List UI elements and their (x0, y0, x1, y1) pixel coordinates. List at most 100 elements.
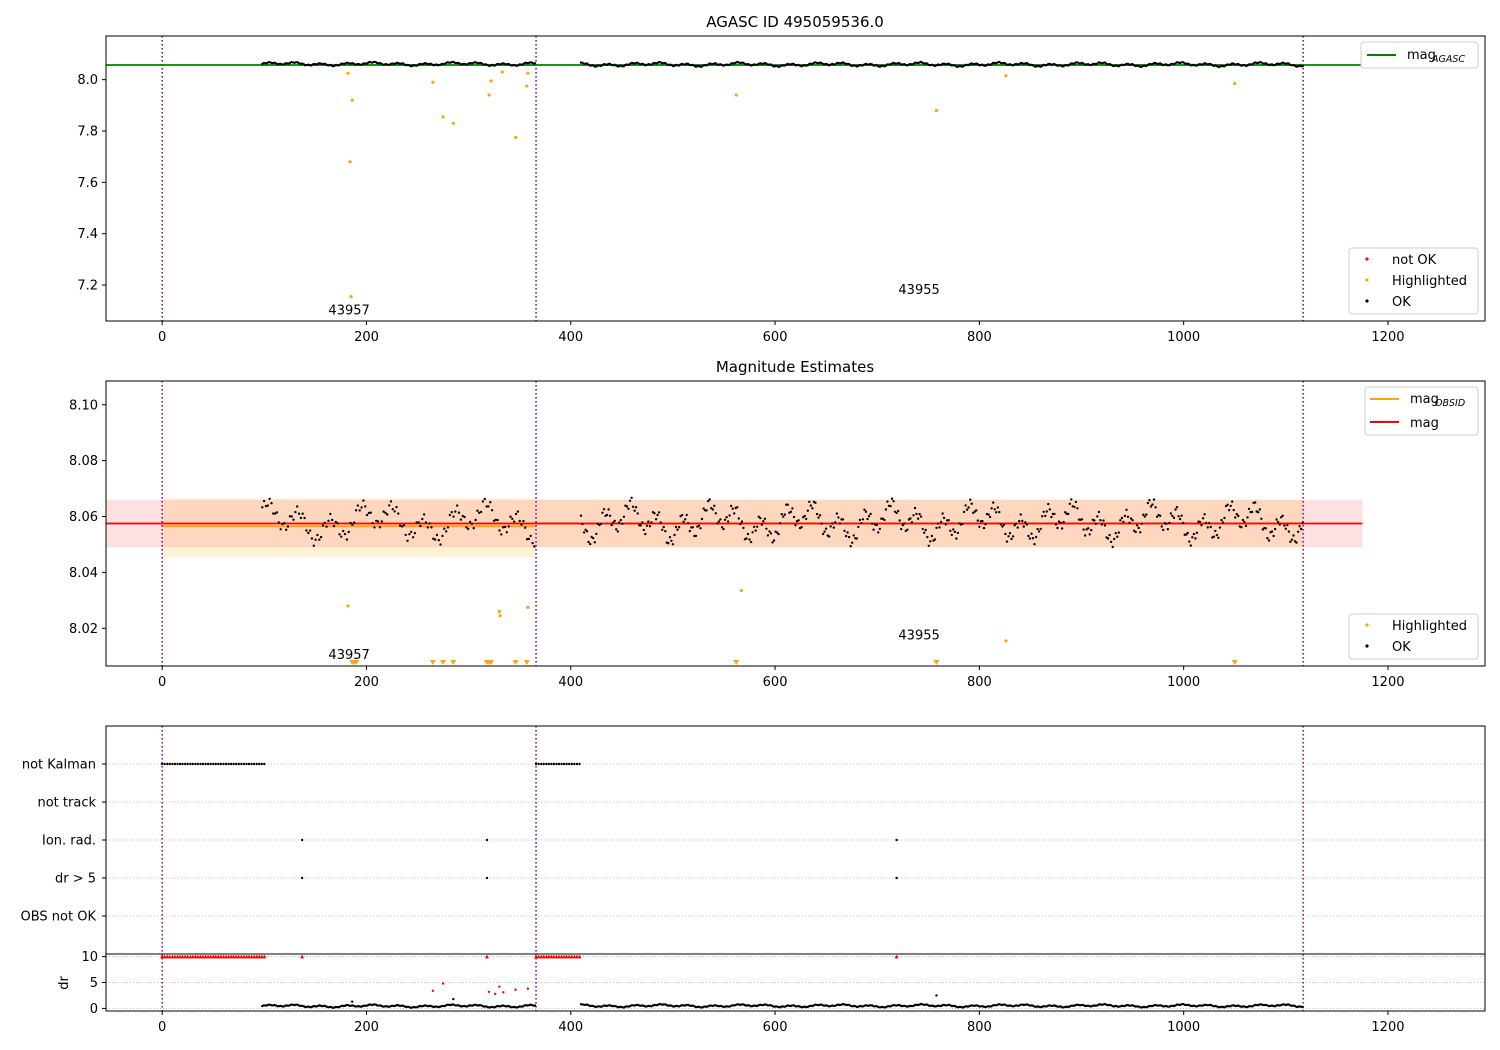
ok-point (780, 513, 783, 516)
highlighted-point (500, 70, 504, 74)
flag-point (260, 762, 263, 766)
ok-point (432, 537, 435, 540)
dr-axis-label: dr (57, 976, 72, 990)
ok-point (1068, 502, 1072, 505)
ok-point (1250, 510, 1254, 514)
ok-point (944, 523, 947, 526)
ok-point (1082, 528, 1085, 531)
ok-point (589, 542, 592, 546)
y-tick-label: 8.04 (69, 566, 98, 581)
ok-point (1146, 501, 1150, 505)
ok-point (648, 525, 652, 528)
ok-point (310, 537, 314, 540)
ok-point (388, 504, 391, 507)
ok-point (1047, 502, 1050, 506)
ok-point (1185, 533, 1188, 536)
ok-point (349, 521, 352, 525)
highlighted-point (1004, 74, 1008, 78)
ok-point (408, 533, 411, 536)
ok-point (1059, 521, 1062, 524)
ok-point (277, 521, 280, 524)
ok-point (347, 530, 350, 534)
ok-point (884, 508, 888, 511)
below-limit-marker (450, 660, 457, 665)
ok-point (901, 523, 904, 527)
ok-point (487, 505, 490, 508)
ok-point (835, 512, 839, 515)
ok-point (754, 529, 757, 532)
ok-point (1094, 522, 1098, 525)
flag-point (895, 876, 898, 880)
ok-point (525, 538, 529, 541)
ok-point (476, 509, 479, 512)
mag-legend-mag-label: mag (1410, 416, 1439, 431)
ok-point (1180, 514, 1183, 517)
ok-point (1080, 518, 1084, 521)
ok-point (332, 524, 336, 528)
ok-point (1008, 532, 1012, 535)
ok-point (533, 62, 537, 65)
ok-point (1111, 545, 1114, 549)
dr-capped-marker (577, 954, 582, 959)
agasc-legend-mag-subscript: AGASC (1431, 54, 1465, 65)
x-tick-label: 400 (558, 1020, 583, 1035)
ok-point (1122, 520, 1125, 524)
ok-point (1278, 523, 1281, 526)
x-tick-label: 0 (158, 330, 166, 345)
highlighted-point (526, 71, 530, 75)
ok-point (1021, 519, 1024, 523)
highlighted-point (348, 160, 352, 164)
ok-point (369, 511, 372, 514)
ok-point (410, 530, 413, 534)
ok-point (492, 519, 496, 522)
x-tick-label: 200 (354, 330, 379, 345)
flag-point (235, 762, 238, 766)
ok-point (478, 511, 481, 514)
dr-not-ok-point (514, 988, 517, 991)
ok-point (877, 531, 880, 534)
ok-point (1221, 521, 1225, 524)
ok-point (1301, 1005, 1304, 1009)
ok-point (1244, 524, 1248, 528)
flag-point (168, 762, 171, 766)
ok-point (1088, 533, 1091, 536)
flag-point (578, 762, 581, 766)
y-tick-label: 10 (81, 950, 98, 965)
ok-point (470, 522, 474, 525)
ok-point (270, 502, 273, 505)
mag-legend-obsid-label: mag (1410, 392, 1439, 407)
ok-point (644, 532, 647, 536)
ok-point (916, 517, 920, 520)
ok-point (653, 512, 656, 515)
flag-point (194, 762, 197, 766)
agasc-legend-highlighted: Highlighted (1392, 274, 1467, 289)
ok-point (1301, 65, 1304, 68)
dr-capped-marker (175, 954, 180, 959)
ok-point (1076, 507, 1079, 510)
ok-point (1039, 527, 1042, 531)
ok-point (699, 527, 702, 530)
ok-point (345, 538, 349, 541)
flag-point (189, 762, 192, 766)
ok-point (918, 512, 921, 516)
ok-point (531, 541, 534, 545)
agasc-legend-ok: OK (1392, 295, 1411, 310)
ok-point (615, 528, 618, 531)
highlighted-point (1233, 81, 1237, 86)
ok-point (984, 523, 987, 526)
ok-point (670, 539, 673, 542)
obsid-label: 43955 (898, 628, 939, 643)
ok-point (371, 522, 374, 525)
ok-point (824, 527, 828, 530)
ok-point (268, 497, 271, 500)
ok-point (376, 520, 380, 523)
ok-point (1177, 515, 1180, 518)
ok-point (428, 522, 431, 525)
flag-point (485, 838, 489, 842)
flag-point (206, 762, 210, 766)
ok-point (791, 507, 794, 510)
ok-point (264, 504, 268, 508)
below-limit-marker (1231, 660, 1238, 665)
ok-point (759, 516, 762, 520)
ok-point (915, 512, 918, 516)
